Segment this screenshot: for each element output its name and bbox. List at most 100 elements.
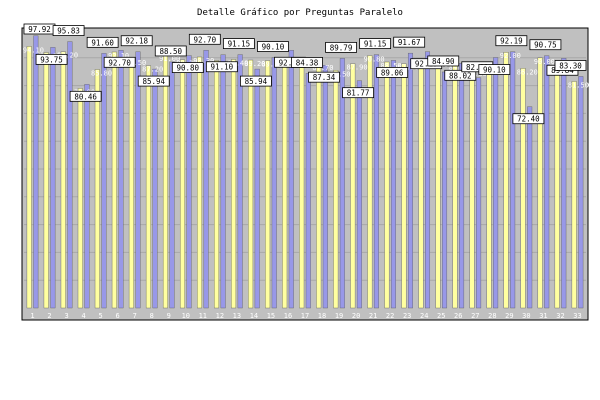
data-label-paralelo: 90.00	[534, 58, 555, 66]
data-label-total-text: 91.10	[211, 63, 234, 72]
data-label-paralelo: 86.20	[517, 68, 538, 76]
y-tick-label: 10	[10, 277, 18, 285]
data-label-total-text: 84.90	[432, 57, 455, 66]
data-label-total-text: 95.83	[57, 27, 80, 36]
bar-paralelo	[282, 58, 288, 309]
data-label-total-text: 92.71	[279, 58, 302, 67]
data-label-total-text: 90.75	[534, 41, 557, 50]
data-label-total-text: 83.30	[559, 61, 582, 70]
data-label-paralelo: 92.20	[57, 52, 78, 60]
data-label-paralelo: 89.00	[261, 61, 282, 69]
bar-total	[118, 50, 124, 309]
bar-total	[152, 68, 158, 309]
data-label-total: 88.50	[154, 45, 187, 57]
x-tick-label: 11	[199, 312, 207, 320]
data-label-total-text: 87.34	[313, 73, 336, 82]
y-tick-label: 40	[10, 194, 18, 202]
data-label-box	[137, 75, 170, 87]
x-tick-label: 22	[386, 312, 394, 320]
data-label-total: 87.34	[308, 71, 340, 83]
data-label-paralelo: 85.50	[329, 70, 350, 78]
bar-paralelo	[214, 60, 220, 309]
bar-total	[203, 50, 209, 309]
data-label-total: 72.40	[512, 113, 545, 125]
bar-total	[510, 51, 516, 309]
bar-paralelo	[94, 69, 100, 309]
data-label-total-text: 92.70	[194, 35, 217, 44]
data-label-total: 93.75	[35, 53, 68, 65]
data-label-paralelo: 89.20	[244, 60, 265, 68]
bar-paralelo	[452, 65, 458, 309]
data-label-paralelo: 87.90	[398, 64, 419, 72]
bar-paralelo	[350, 63, 356, 309]
data-label-total: 88.02	[444, 69, 477, 81]
data-label-total: 84.90	[427, 55, 460, 67]
data-label-paralelo: 90.80	[364, 56, 385, 64]
bar-total	[476, 77, 482, 309]
data-label-total-text: 82.81	[466, 63, 489, 72]
x-tick-label: 21	[369, 312, 377, 320]
bar-paralelo	[197, 56, 203, 309]
bar-paralelo	[77, 88, 83, 309]
y-tick-label: 70	[10, 110, 18, 118]
data-label-total-text: 93.75	[40, 55, 63, 64]
data-label-total: 91.15	[359, 38, 392, 50]
data-label-paralelo: 92.00	[500, 52, 521, 60]
data-label-box	[86, 36, 119, 48]
bar-total	[390, 60, 396, 309]
data-label-total-text: 91.60	[91, 38, 114, 47]
data-label-total-text: 81.77	[347, 89, 370, 98]
bar-total	[442, 71, 448, 309]
bar-paralelo	[145, 65, 151, 309]
data-label-paralelo: 89.40	[227, 59, 248, 67]
data-label-box	[69, 90, 102, 102]
x-tick-label: 4	[81, 312, 85, 320]
x-tick-label: 29	[505, 312, 513, 320]
bar-total	[544, 55, 550, 309]
x-tick-label: 10	[182, 312, 190, 320]
data-label-box	[154, 45, 187, 57]
x-tick-labels: 1 2 3 4 5 6 7 8 9 10 11 12 13 14 15 16 17 18 19 20 21 22 23 24 2…	[30, 312, 581, 320]
y-tick-label: 90	[10, 55, 18, 63]
data-label-box	[495, 35, 528, 47]
data-label-total: 91.10	[205, 61, 238, 73]
data-label-paralelo: 90.30	[193, 57, 214, 65]
bar-total	[373, 54, 379, 309]
data-label-paralelo: 88.50	[381, 62, 402, 70]
data-label-total: 89.06	[376, 67, 409, 78]
x-tick-label: 12	[216, 312, 224, 320]
x-tick-label: 26	[454, 312, 462, 320]
bar-paralelo	[418, 62, 424, 309]
bars	[26, 35, 584, 309]
data-label-total: 81.77	[342, 87, 374, 99]
data-label-total: 89.79	[325, 41, 357, 53]
data-label-total-text: 91.15	[228, 40, 251, 49]
data-label-box	[393, 36, 426, 48]
x-tick-label: 1	[30, 312, 34, 320]
bar-paralelo	[162, 54, 168, 309]
data-label-paralelo: 81.50	[568, 81, 589, 89]
bar-paralelo	[435, 60, 441, 309]
x-tick-label: 18	[318, 312, 326, 320]
bar-total	[135, 51, 141, 309]
bar-paralelo	[179, 59, 185, 309]
data-label-box	[291, 57, 323, 68]
data-label-box	[103, 56, 136, 68]
data-label-total: 90.10	[257, 41, 289, 52]
data-label-box	[52, 25, 85, 36]
data-label-total-text: 84.38	[296, 58, 319, 67]
bar-paralelo	[384, 61, 390, 309]
bar-paralelo	[571, 81, 577, 309]
y-tick-label: 30	[10, 222, 18, 230]
data-label-total: 90.10	[478, 64, 511, 75]
data-label-box	[359, 38, 392, 50]
x-tick-label: 25	[437, 312, 445, 320]
data-label-total-text: 85.94	[245, 77, 268, 86]
data-label-box	[427, 55, 460, 67]
data-label-total-text: 92.19	[500, 37, 523, 46]
data-label-box	[240, 75, 272, 87]
bar-total	[254, 68, 260, 309]
chart-title: Detalle Gráfico por Preguntas Paralelo	[197, 8, 403, 18]
data-label-total-text: 89.06	[381, 68, 404, 77]
bar-total	[459, 63, 465, 309]
